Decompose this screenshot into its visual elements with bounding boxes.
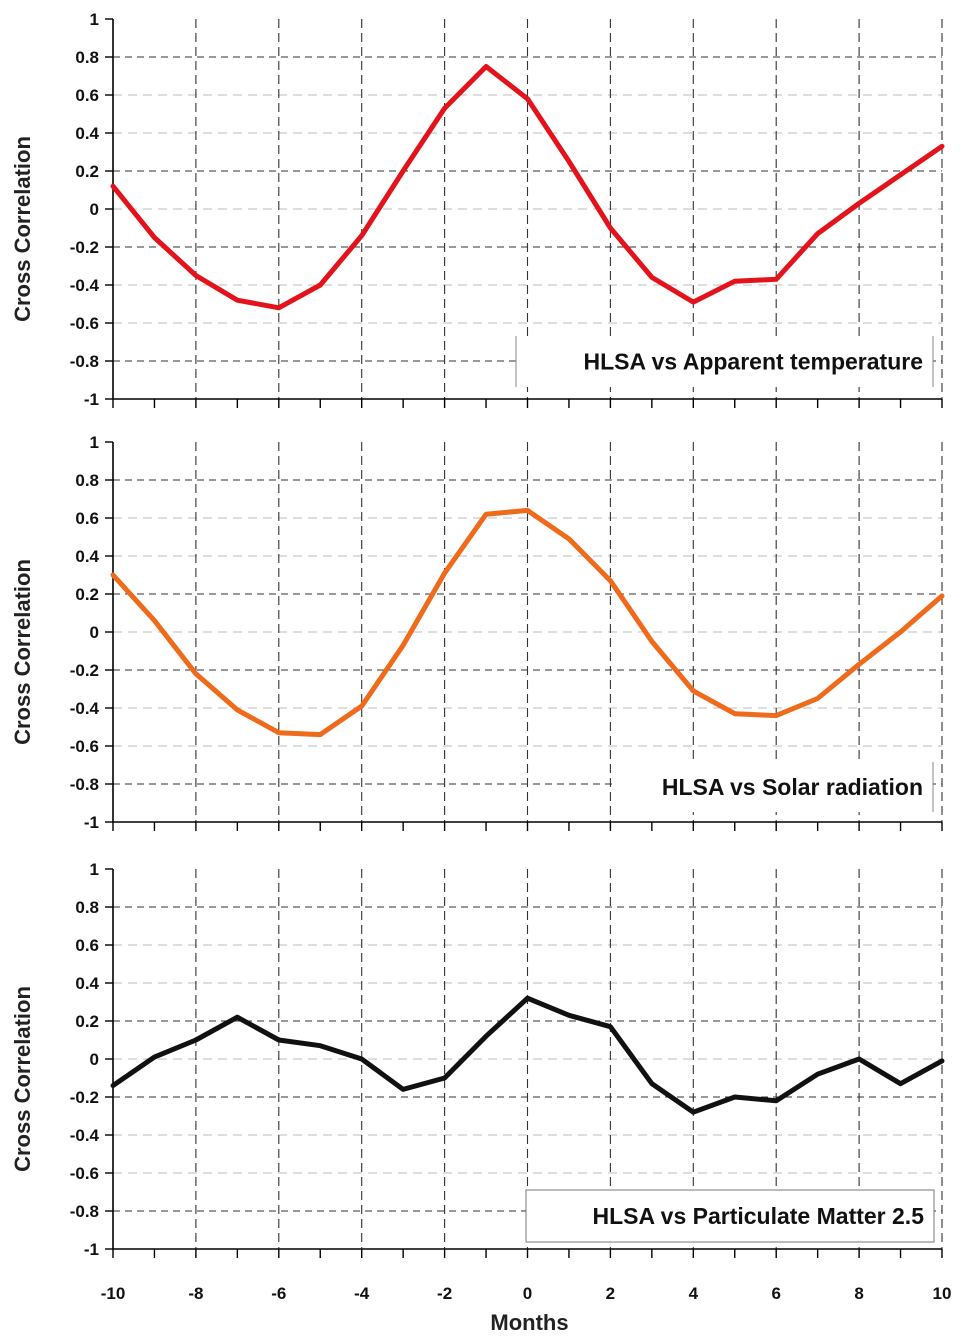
y-tick-label: -1 <box>84 390 99 409</box>
legend-box <box>516 336 933 387</box>
y-tick-label: 0 <box>90 1050 99 1069</box>
y-tick-label: -0.6 <box>70 314 99 333</box>
y-tick-label: 0.2 <box>75 585 99 604</box>
y-tick-label: 0 <box>90 200 99 219</box>
y-tick-label: 1 <box>90 433 99 452</box>
x-axis-label: Months <box>490 1310 568 1335</box>
y-tick-label: 0.6 <box>75 509 99 528</box>
y-tick-label: 0.4 <box>75 124 99 143</box>
y-tick-label: 0.8 <box>75 48 99 67</box>
y-tick-label: 1 <box>90 860 99 879</box>
y-tick-label: -0.8 <box>70 1202 99 1221</box>
y-tick-label: -0.4 <box>70 276 100 295</box>
x-tick-label: -6 <box>271 1284 286 1303</box>
y-tick-label: 0 <box>90 623 99 642</box>
chart-panel-1: 1 0.8 0.6 0.4 0.2 0 -0.2 -0.4 -0.6 -0.8 -1 Cross Co… <box>10 10 945 409</box>
legend-label: HLSA vs Apparent temperature <box>583 349 923 375</box>
y-tick-label: -1 <box>84 813 99 832</box>
x-tick-label: 2 <box>606 1284 615 1303</box>
y-tick-label: -0.8 <box>70 352 99 371</box>
legend-label: HLSA vs Solar radiation <box>662 774 923 800</box>
x-tick-label: -8 <box>188 1284 203 1303</box>
y-tick-label: 0.6 <box>75 86 99 105</box>
legend-label: HLSA vs Particulate Matter 2.5 <box>593 1203 925 1229</box>
x-tick-label: 8 <box>854 1284 863 1303</box>
y-tick-label: -1 <box>84 1240 99 1259</box>
x-tick-label: -10 <box>101 1284 126 1303</box>
y-axis-label: Cross Correlation <box>10 986 35 1172</box>
y-tick-label: 0.4 <box>75 974 99 993</box>
y-tick-label: -0.8 <box>70 775 99 794</box>
y-tick-label: -0.2 <box>70 1088 99 1107</box>
x-tick-label: -4 <box>354 1284 370 1303</box>
x-tick-label: -2 <box>437 1284 452 1303</box>
legend-box <box>525 1189 935 1243</box>
y-tick-label: -0.4 <box>70 1126 100 1145</box>
y-tick-label: 0.2 <box>75 1012 99 1031</box>
x-tick-label: 10 <box>933 1284 952 1303</box>
x-tick-label: 6 <box>771 1284 780 1303</box>
y-tick-label: 0.6 <box>75 936 99 955</box>
series-line <box>110 995 945 1115</box>
y-tick-label: -0.6 <box>70 1164 99 1183</box>
legend-box <box>617 762 933 812</box>
y-tick-label: -0.2 <box>70 661 99 680</box>
y-axis-label: Cross Correlation <box>10 136 35 322</box>
series-line <box>110 64 945 311</box>
series-line <box>110 507 945 738</box>
y-tick-label: 0.8 <box>75 898 99 917</box>
y-tick-label: 1 <box>90 10 99 29</box>
x-tick-label: 4 <box>689 1284 699 1303</box>
y-tick-label: 0.4 <box>75 547 99 566</box>
y-tick-label: -0.6 <box>70 737 99 756</box>
x-tick-label: 0 <box>523 1284 532 1303</box>
y-tick-label: -0.2 <box>70 238 99 257</box>
chart-panel-3: 1 0.8 0.6 0.4 0.2 0 -0.2 -0.4 -0.6 -0.8 -1 Cross Co… <box>10 860 951 1335</box>
y-tick-label: -0.4 <box>70 699 100 718</box>
y-tick-label: 0.8 <box>75 471 99 490</box>
chart-panel-2: 1 0.8 0.6 0.4 0.2 0 -0.2 -0.4 -0.6 -0.8 -1 Cross Co… <box>10 433 945 832</box>
y-axis-label: Cross Correlation <box>10 559 35 745</box>
y-tick-label: 0.2 <box>75 162 99 181</box>
